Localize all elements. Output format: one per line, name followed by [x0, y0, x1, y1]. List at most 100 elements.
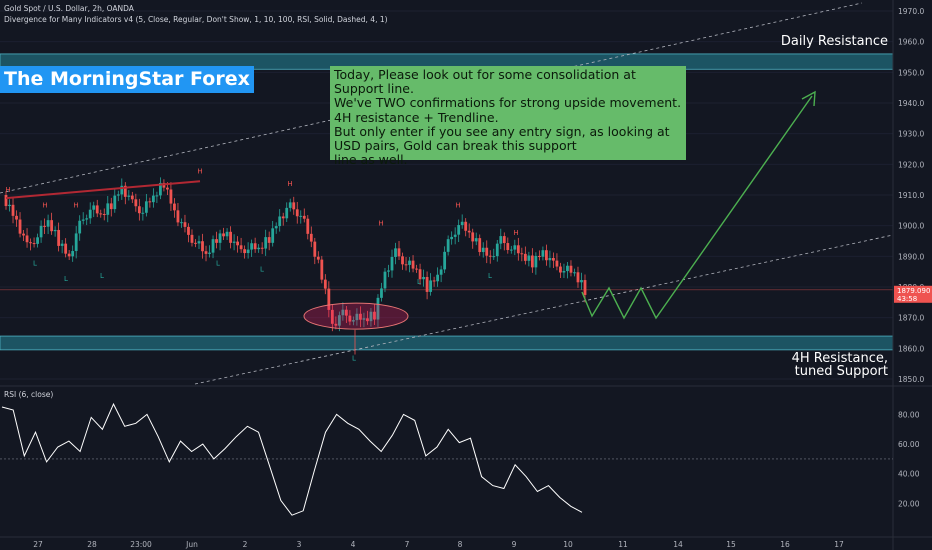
candle	[57, 222, 61, 252]
support-label-line2: tuned Support	[794, 364, 888, 379]
candle-body	[488, 255, 492, 257]
candle	[548, 250, 552, 268]
candle	[309, 226, 313, 248]
candle	[257, 244, 261, 253]
candle-body	[450, 236, 454, 240]
candle-body	[201, 241, 204, 252]
candle	[78, 215, 82, 241]
candle	[330, 304, 334, 332]
candle	[397, 241, 401, 261]
time-axis: 27 28 23:00 Jun 2 3 4 7 8 9 10 11 14 15 16 17	[0, 536, 932, 549]
high-marker: H	[197, 168, 202, 176]
note-line: USD pairs, Gold can break this support	[334, 138, 577, 154]
candle-body	[74, 233, 78, 252]
candle-body	[166, 187, 169, 190]
candle	[443, 246, 447, 274]
candle	[134, 193, 138, 212]
candle-body	[355, 313, 359, 321]
low-marker: L	[64, 275, 68, 283]
candle	[446, 235, 450, 256]
time-tick-label: 28	[87, 540, 97, 549]
candle-body	[137, 206, 141, 214]
candle-body	[359, 313, 362, 320]
current-price-value: 1879.090	[897, 287, 930, 295]
zone-4h-resistance-tuned-support	[0, 335, 894, 351]
candle	[92, 201, 96, 218]
candle-body	[155, 195, 159, 197]
candle-body	[169, 189, 173, 204]
price-tick-label: 1850.0	[898, 375, 924, 384]
candle-body	[130, 195, 134, 200]
candle-body	[243, 249, 247, 254]
candle	[478, 234, 482, 256]
candle	[394, 242, 397, 265]
candle-body	[159, 182, 162, 196]
candle-body	[67, 253, 71, 257]
candle-body	[425, 276, 429, 292]
candle-body	[460, 221, 464, 226]
candle	[18, 212, 22, 238]
candle-body	[485, 247, 489, 256]
candle	[516, 237, 520, 261]
candle-body	[141, 212, 145, 214]
candle-body	[239, 245, 243, 250]
candle-body	[53, 229, 57, 232]
rsi-line	[1, 402, 583, 516]
candle	[102, 208, 106, 221]
candle	[50, 212, 54, 235]
candle-body	[60, 243, 64, 246]
candle-body	[527, 255, 531, 261]
candle	[88, 202, 92, 224]
candle	[348, 310, 352, 326]
candle	[43, 218, 46, 235]
candle	[99, 209, 103, 218]
low-marker: L	[488, 272, 492, 280]
candle	[36, 233, 39, 248]
candle-body	[492, 256, 496, 258]
candle-body	[320, 259, 324, 280]
candle-body	[341, 309, 345, 316]
candle-body	[183, 222, 187, 227]
candle	[46, 214, 50, 235]
candle-body	[523, 253, 527, 261]
projection-arrowhead	[801, 90, 816, 107]
candle-body	[467, 230, 471, 233]
candle	[239, 237, 243, 253]
candle-body	[88, 209, 92, 219]
candle-body	[373, 311, 376, 320]
candle-body	[404, 264, 408, 266]
candle-body	[548, 257, 552, 261]
candle-body	[446, 239, 450, 252]
candle-body	[439, 269, 443, 275]
candle	[204, 245, 208, 262]
candle-body	[566, 265, 569, 272]
price-tick-label: 1890.0	[898, 252, 924, 261]
candle	[225, 228, 229, 240]
time-tick-label: 11	[618, 540, 628, 549]
candle-body	[415, 268, 418, 270]
candle-body	[123, 185, 127, 197]
time-tick-label: 9	[512, 540, 517, 549]
candle	[8, 199, 11, 212]
candle-body	[95, 205, 99, 214]
candle	[229, 226, 232, 249]
candle-body	[502, 236, 506, 244]
candle	[415, 264, 418, 273]
candle	[285, 202, 289, 222]
candle	[155, 191, 159, 203]
candle	[253, 237, 257, 253]
candle	[530, 248, 534, 273]
note-line: We've TWO confirmations for strong upsid…	[334, 95, 682, 111]
high-marker: H	[455, 201, 460, 209]
candle-body	[246, 249, 250, 254]
price-axis: 1850.01860.01870.01880.01890.01900.01910…	[892, 0, 932, 550]
overlays: H H H H H H H H L L L L L L L L	[5, 168, 518, 363]
candle	[425, 271, 429, 300]
candle-body	[530, 255, 534, 268]
candle-body	[316, 256, 320, 260]
candle	[566, 262, 569, 279]
candle	[527, 251, 531, 267]
candle-body	[580, 280, 583, 283]
candle-body	[457, 225, 461, 235]
candle	[67, 249, 71, 261]
